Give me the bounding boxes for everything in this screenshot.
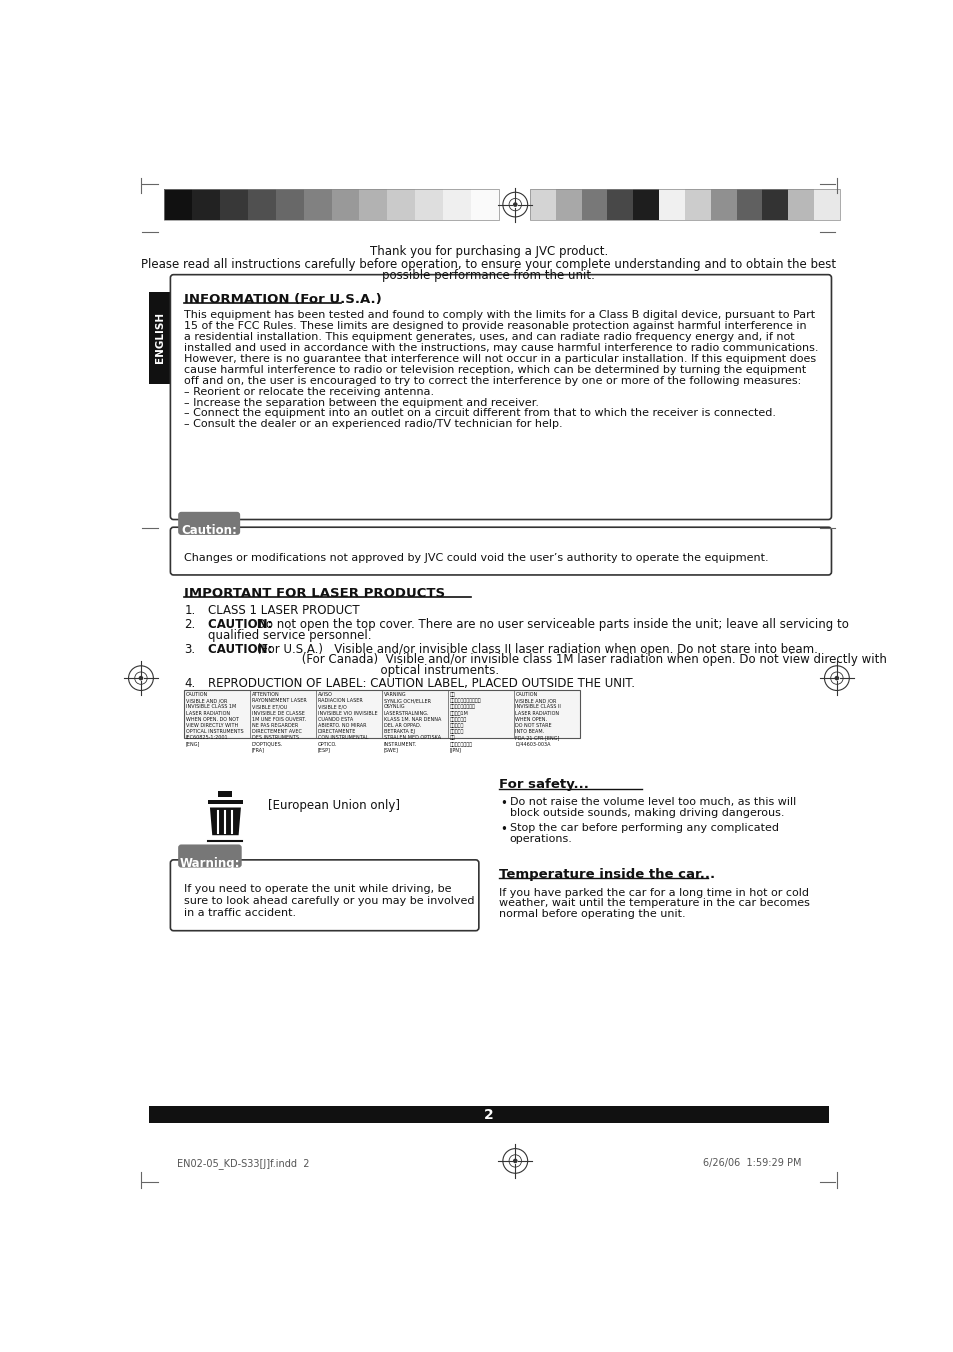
Text: Changes or modifications not approved by JVC could void the user’s authority to : Changes or modifications not approved by… (184, 553, 768, 564)
Text: 注意
ここを開けると視力障害
およびまたはは不少
のクラス1M
レーザー放射
が出ます。
光器を使用
にき
ないでください。
[JPN]: 注意 ここを開けると視力障害 およびまたはは不少 のクラス1M レーザー放射 が… (449, 692, 480, 753)
Bar (275, 189, 303, 220)
Bar (332, 189, 359, 220)
FancyBboxPatch shape (171, 274, 831, 519)
Text: – Connect the equipment into an outlet on a circuit different from that to which: – Connect the equipment into an outlet o… (184, 408, 776, 419)
Text: INFORMATION (For U.S.A.): INFORMATION (For U.S.A.) (184, 293, 382, 306)
FancyBboxPatch shape (178, 845, 241, 868)
Bar (248, 189, 275, 220)
Text: Warning:: Warning: (179, 857, 240, 869)
Text: – Consult the dealer or an experienced radio/TV technician for help.: – Consult the dealer or an experienced r… (184, 419, 562, 430)
Text: Do not open the top cover. There are no user serviceable parts inside the unit; : Do not open the top cover. There are no … (253, 618, 847, 631)
Bar (303, 189, 332, 220)
Bar (659, 189, 684, 220)
Text: 15 of the FCC Rules. These limits are designed to provide reasonable protection : 15 of the FCC Rules. These limits are de… (184, 320, 806, 331)
Bar (164, 189, 498, 220)
FancyBboxPatch shape (178, 512, 240, 535)
Text: block outside sounds, making driving dangerous.: block outside sounds, making driving dan… (509, 807, 783, 818)
Text: weather, wait until the temperature in the car becomes: weather, wait until the temperature in t… (498, 898, 809, 909)
Text: CAUTION
VISIBLE AND /OR
INVISIBLE CLASS II
LASER RADIATION
WHEN OPEN.
DO NOT STA: CAUTION VISIBLE AND /OR INVISIBLE CLASS … (515, 692, 560, 746)
Text: [European Union only]: [European Union only] (268, 799, 399, 813)
Text: •: • (500, 823, 507, 836)
Text: 2: 2 (483, 1107, 494, 1122)
Text: Caution:: Caution: (181, 525, 237, 537)
Text: 4.: 4. (184, 676, 195, 690)
Bar (220, 189, 248, 220)
Bar (710, 189, 736, 220)
Text: CLASS 1 LASER PRODUCT: CLASS 1 LASER PRODUCT (208, 604, 359, 618)
Bar (581, 189, 607, 220)
Text: operations.: operations. (509, 834, 572, 844)
Text: 3.: 3. (184, 642, 195, 656)
Bar (443, 189, 471, 220)
Bar (387, 189, 415, 220)
Text: (For Canada)  Visible and/or invisible class 1M laser radiation when open. Do no: (For Canada) Visible and/or invisible cl… (253, 653, 885, 667)
Circle shape (513, 203, 517, 207)
Text: If you need to operate the unit while driving, be: If you need to operate the unit while dr… (184, 884, 452, 895)
Bar (813, 189, 840, 220)
Bar (164, 189, 192, 220)
Circle shape (513, 1159, 517, 1163)
Text: VARNING
SYNLIG OCH/ELLER
OSYNLIG
LASERSTRALNING.
KLASS 1M. NAR DENNA
DEL AR OPPA: VARNING SYNLIG OCH/ELLER OSYNLIG LASERST… (383, 692, 440, 753)
Text: normal before operating the unit.: normal before operating the unit. (498, 909, 685, 919)
Bar (184, 691, 579, 738)
Bar (192, 189, 220, 220)
Bar (359, 189, 387, 220)
Text: off and on, the user is encouraged to try to correct the interference by one or : off and on, the user is encouraged to tr… (184, 376, 801, 385)
Text: in a traffic accident.: in a traffic accident. (184, 907, 296, 918)
Bar (415, 189, 443, 220)
Text: However, there is no guarantee that interference will not occur in a particular : However, there is no guarantee that inte… (184, 354, 816, 364)
FancyBboxPatch shape (171, 527, 831, 575)
Text: installed and used in accordance with the instructions, may cause harmful interf: installed and used in accordance with th… (184, 343, 818, 353)
Bar (633, 189, 659, 220)
Bar (736, 189, 761, 220)
Text: CAUTION:: CAUTION: (208, 642, 276, 656)
Text: •: • (500, 796, 507, 810)
Text: ATTENTION
RAYONNEMENT LASER
VISIBLE ET/OU
INVISIBLE DE CLASSE
1M UNE FOIS OUVERT: ATTENTION RAYONNEMENT LASER VISIBLE ET/O… (252, 692, 306, 753)
Text: 2.: 2. (184, 618, 195, 631)
Polygon shape (210, 807, 241, 836)
Bar (530, 189, 840, 220)
Text: a residential installation. This equipment generates, uses, and can radiate radi: a residential installation. This equipme… (184, 333, 794, 342)
Text: Thank you for purchasing a JVC product.: Thank you for purchasing a JVC product. (370, 246, 607, 258)
Text: qualified service personnel.: qualified service personnel. (208, 629, 371, 642)
Text: CAUTION
VISIBLE AND /OR
INVISIBLE CLASS 1M
LASER RADIATION
WHEN OPEN. DO NOT
VIE: CAUTION VISIBLE AND /OR INVISIBLE CLASS … (186, 692, 243, 746)
Text: cause harmful interference to radio or television reception, which can be determ: cause harmful interference to radio or t… (184, 365, 805, 375)
Text: – Increase the separation between the equipment and receiver.: – Increase the separation between the eq… (184, 397, 538, 407)
Text: Stop the car before performing any complicated: Stop the car before performing any compl… (509, 823, 778, 833)
Circle shape (834, 676, 839, 680)
Text: ENGLISH: ENGLISH (154, 312, 164, 364)
Bar (218, 791, 233, 796)
Text: 6/26/06  1:59:29 PM: 6/26/06 1:59:29 PM (702, 1159, 801, 1168)
Text: For safety...: For safety... (498, 779, 588, 791)
Text: EN02-05_KD-S33[J]f.indd  2: EN02-05_KD-S33[J]f.indd 2 (177, 1157, 310, 1168)
Text: 1.: 1. (184, 604, 195, 618)
Text: (For U.S.A.)   Visible and/or invisible class II laser radiation when open. Do n: (For U.S.A.) Visible and/or invisible cl… (253, 642, 817, 656)
Text: This equipment has been tested and found to comply with the limits for a Class B: This equipment has been tested and found… (184, 310, 815, 320)
Text: IMPORTANT FOR LASER PRODUCTS: IMPORTANT FOR LASER PRODUCTS (184, 587, 445, 600)
Text: possible performance from the unit.: possible performance from the unit. (382, 269, 595, 283)
Text: sure to look ahead carefully or you may be involved: sure to look ahead carefully or you may … (184, 896, 475, 906)
Bar (208, 800, 243, 803)
Bar (607, 189, 633, 220)
Bar (530, 189, 556, 220)
Bar (149, 292, 171, 384)
Bar (787, 189, 813, 220)
Text: REPRODUCTION OF LABEL: CAUTION LABEL, PLACED OUTSIDE THE UNIT.: REPRODUCTION OF LABEL: CAUTION LABEL, PL… (208, 676, 634, 690)
Bar (149, 1106, 828, 1124)
Bar (471, 189, 498, 220)
Text: optical instruments.: optical instruments. (253, 664, 498, 677)
Bar (761, 189, 787, 220)
Text: If you have parked the car for a long time in hot or cold: If you have parked the car for a long ti… (498, 887, 808, 898)
Text: AVISO
RADIACION LASER
VISIBLE E/O
INVISIBLE VIO INVISIBLE
CUANDO ESTA
ABIERTO. N: AVISO RADIACION LASER VISIBLE E/O INVISI… (317, 692, 376, 753)
Text: – Reorient or relocate the receiving antenna.: – Reorient or relocate the receiving ant… (184, 387, 434, 396)
Circle shape (138, 676, 143, 680)
Text: Do not raise the volume level too much, as this will: Do not raise the volume level too much, … (509, 796, 795, 807)
Bar (556, 189, 581, 220)
Text: Please read all instructions carefully before operation, to ensure your complete: Please read all instructions carefully b… (141, 258, 836, 272)
Text: CAUTION:: CAUTION: (208, 618, 276, 631)
FancyBboxPatch shape (171, 860, 478, 930)
Text: Temperature inside the car...: Temperature inside the car... (498, 868, 715, 880)
Bar (684, 189, 710, 220)
